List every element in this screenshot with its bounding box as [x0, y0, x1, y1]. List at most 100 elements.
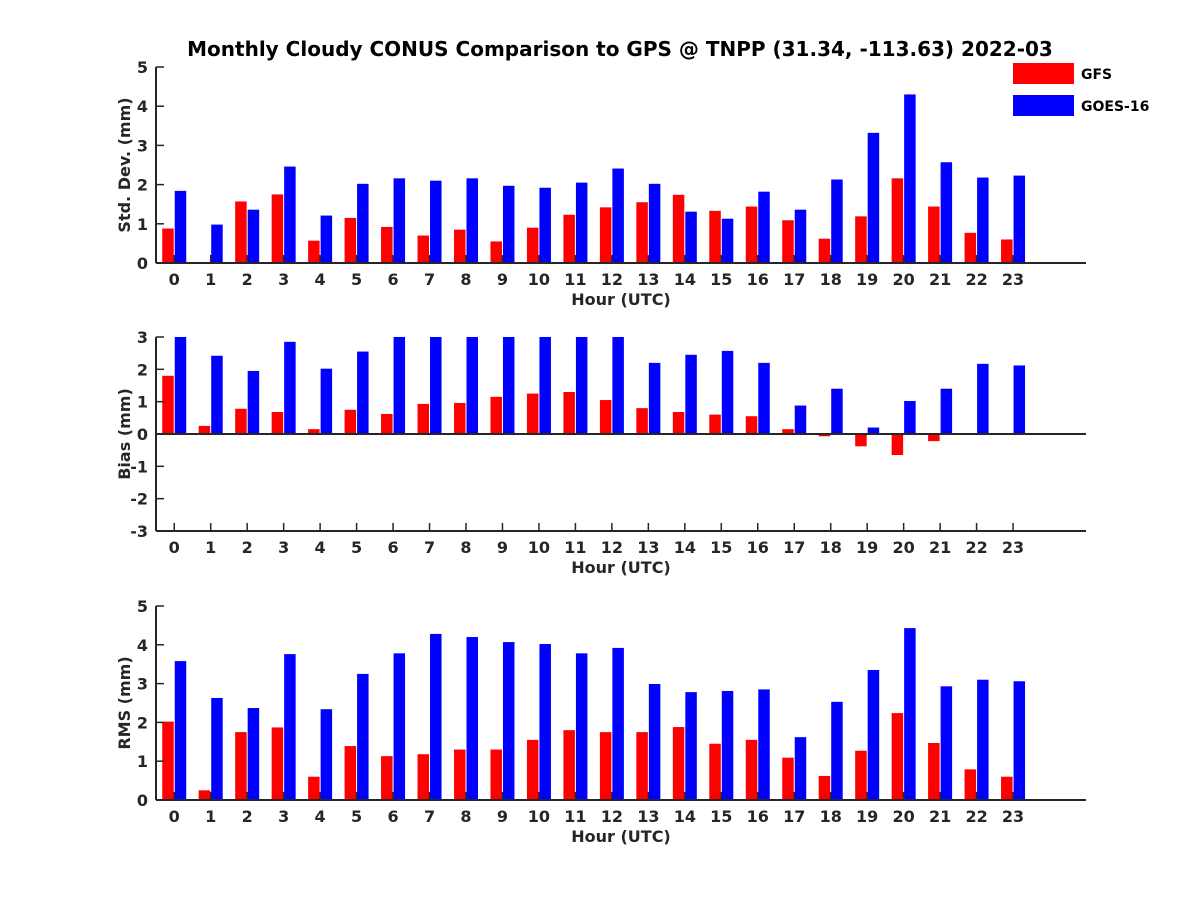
x-tick-label: 11: [564, 807, 586, 826]
bar: [417, 235, 430, 263]
bar: [818, 775, 831, 800]
y-tick-label: 0: [137, 791, 148, 810]
x-tick-label: 0: [169, 807, 180, 826]
bar: [466, 178, 478, 263]
bar: [502, 185, 515, 263]
bar: [794, 405, 807, 434]
y-tick-label: 2: [137, 713, 148, 732]
bar: [211, 355, 223, 434]
x-tick-label: 17: [783, 538, 805, 557]
bar: [393, 337, 406, 434]
chart-title: Monthly Cloudy CONUS Comparison to GPS @…: [187, 37, 1053, 61]
x-tick-label: 8: [460, 270, 471, 289]
bar: [758, 689, 770, 800]
bar: [745, 416, 758, 434]
x-tick-label: 23: [1002, 807, 1024, 826]
bar: [466, 637, 478, 800]
bar: [940, 388, 953, 434]
x-tick-label: 4: [315, 538, 326, 557]
bar: [648, 683, 661, 800]
x-tick-label: 4: [315, 807, 326, 826]
bar: [745, 739, 758, 800]
bar: [685, 211, 697, 263]
x-tick-label: 20: [893, 270, 915, 289]
x-tick-label: 8: [460, 807, 471, 826]
legend-label: GOES-16: [1081, 99, 1149, 115]
y-tick-label: 1: [137, 215, 148, 234]
bar: [344, 409, 357, 434]
x-tick-label: 14: [674, 538, 696, 557]
bar: [198, 425, 211, 434]
y-tick-label: -1: [130, 457, 148, 476]
x-tick-label: 9: [497, 538, 508, 557]
bar: [831, 701, 843, 800]
bar: [904, 628, 916, 800]
x-axis-label: Hour (UTC): [571, 290, 671, 309]
x-tick-label: 7: [424, 270, 435, 289]
bar: [612, 168, 624, 263]
bar: [430, 337, 442, 434]
series-goes-16: [174, 337, 1026, 434]
y-tick-label: -3: [130, 522, 148, 541]
y-tick-label: 2: [137, 176, 148, 195]
series-gfs: [162, 178, 1013, 263]
bar: [818, 434, 831, 437]
bar: [575, 337, 588, 434]
bar: [320, 709, 333, 800]
bar: [612, 337, 624, 434]
bar: [357, 673, 369, 800]
bar: [672, 412, 685, 434]
bar: [648, 183, 661, 263]
bar: [891, 434, 904, 456]
bar: [891, 178, 904, 263]
x-tick-label: 20: [893, 807, 915, 826]
bar: [235, 408, 247, 434]
x-tick-label: 19: [856, 270, 878, 289]
bar: [381, 756, 393, 800]
bar: [502, 642, 515, 800]
bar: [174, 337, 187, 434]
bar: [539, 337, 551, 434]
bar: [721, 350, 734, 434]
x-tick-label: 23: [1002, 538, 1024, 557]
series-gfs: [162, 375, 977, 456]
x-tick-label: 1: [205, 538, 216, 557]
bar: [721, 690, 734, 800]
bar: [235, 201, 247, 263]
bar: [320, 215, 333, 263]
x-tick-label: 5: [351, 807, 362, 826]
x-tick-label: 10: [528, 807, 550, 826]
x-tick-label: 18: [820, 807, 842, 826]
x-tick-label: 2: [242, 807, 253, 826]
bar: [940, 686, 953, 800]
bar: [247, 209, 260, 263]
bar: [758, 362, 770, 434]
bar: [977, 177, 989, 263]
bar: [867, 427, 880, 434]
y-axis-label: Bias (mm): [115, 388, 134, 480]
bar: [430, 180, 442, 263]
bar: [526, 227, 539, 263]
bar: [745, 206, 758, 263]
y-tick-label: -2: [130, 490, 148, 509]
x-tick-label: 18: [820, 538, 842, 557]
bar: [891, 713, 904, 800]
x-tick-label: 3: [278, 538, 289, 557]
x-tick-label: 10: [528, 270, 550, 289]
bar: [235, 732, 247, 800]
bar: [417, 403, 430, 434]
x-tick-label: 19: [856, 807, 878, 826]
bar: [174, 190, 187, 263]
x-tick-label: 17: [783, 807, 805, 826]
x-tick-label: 6: [387, 270, 398, 289]
x-axis-label: Hour (UTC): [571, 558, 671, 577]
x-tick-label: 4: [315, 270, 326, 289]
legend-swatch-goes-16: [1013, 95, 1074, 116]
bar: [563, 391, 575, 434]
x-tick-label: 5: [351, 270, 362, 289]
y-tick-label: 4: [137, 636, 148, 655]
y-tick-label: 3: [137, 328, 148, 347]
bar: [308, 429, 320, 434]
